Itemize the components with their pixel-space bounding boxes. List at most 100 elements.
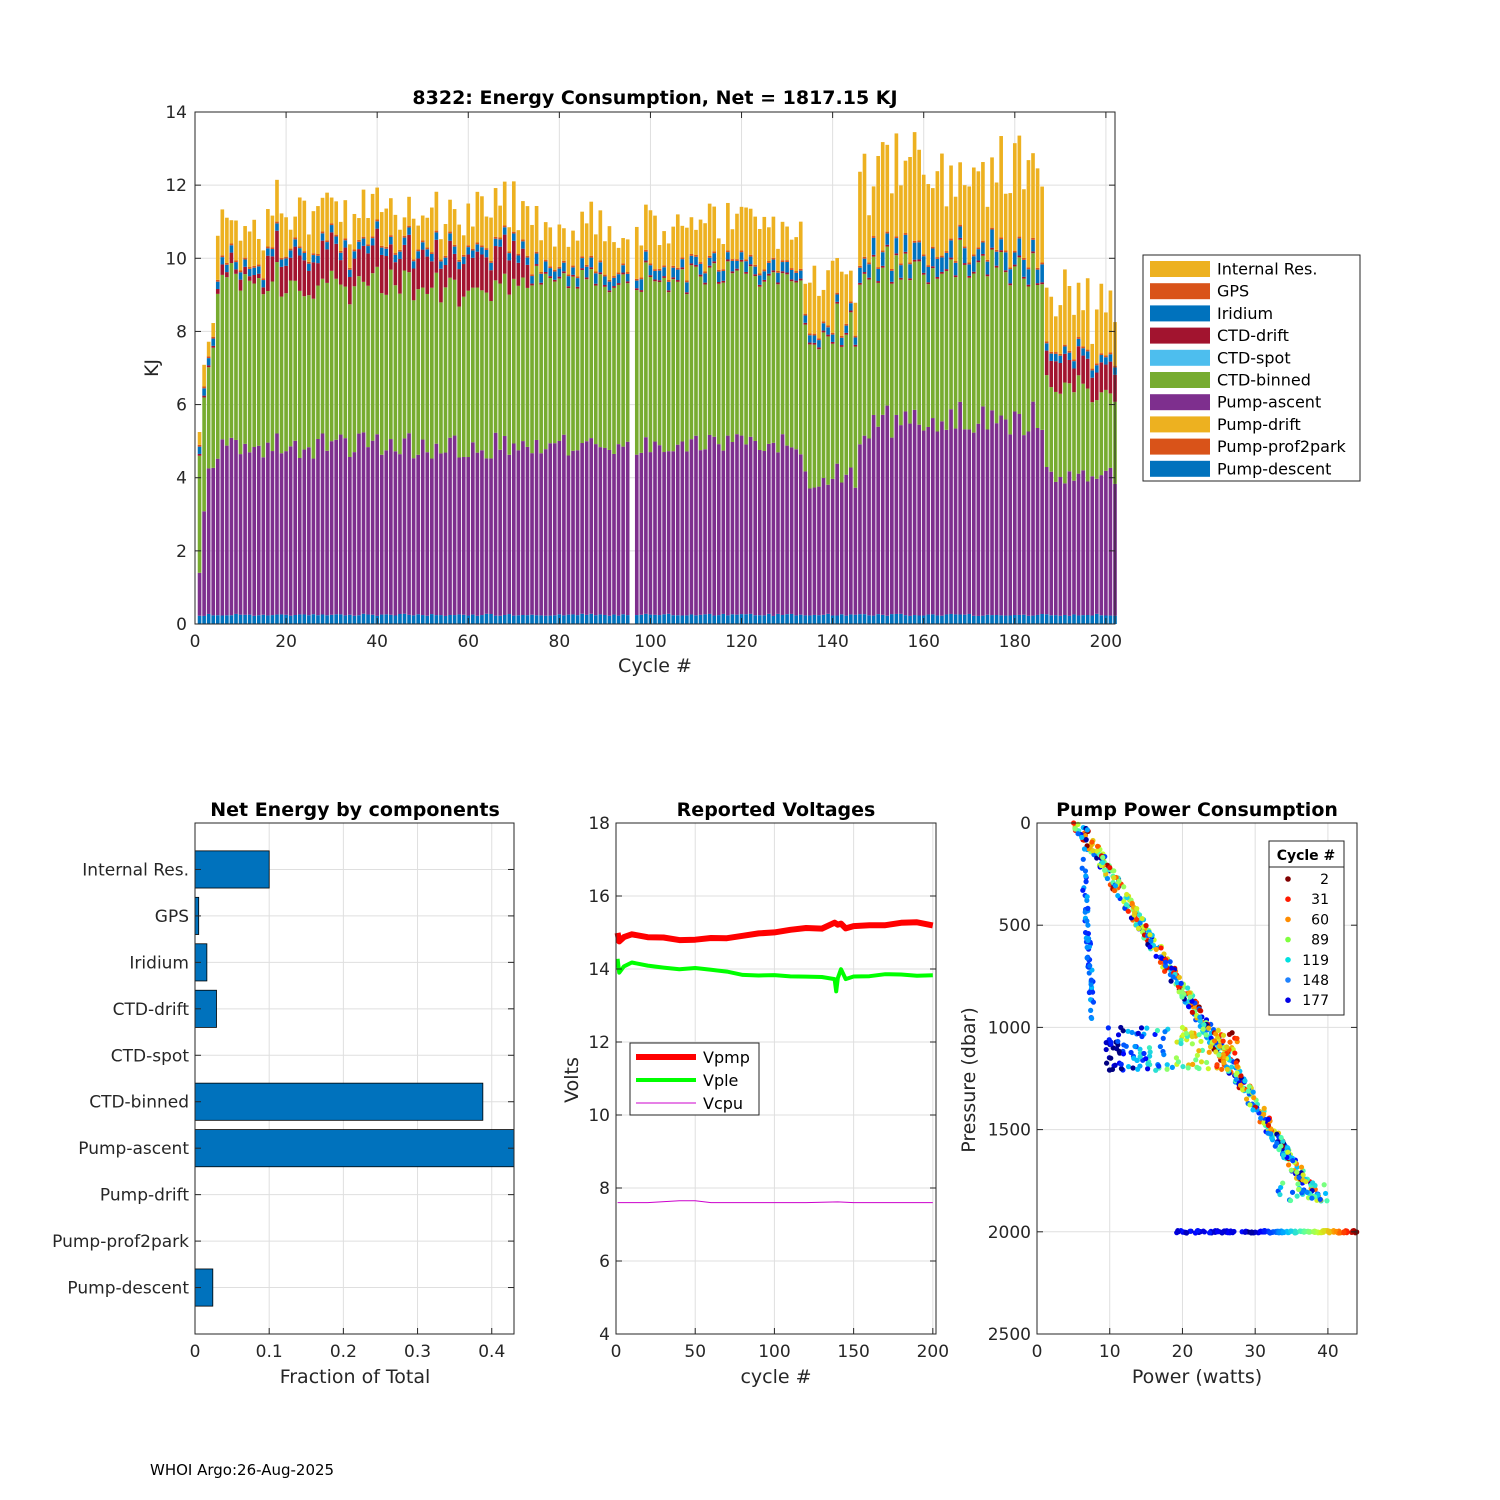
energy-bar-segment — [685, 227, 689, 281]
energy-bar-segment — [1063, 382, 1067, 484]
components-title: Net Energy by components — [210, 799, 500, 821]
pump-point — [1277, 1191, 1283, 1198]
energy-bar-segment — [849, 310, 853, 313]
energy-bar-segment — [940, 255, 944, 258]
energy-bar-segment — [366, 246, 370, 254]
energy-bar-segment — [325, 242, 329, 250]
energy-bar-segment — [849, 614, 853, 624]
energy-bar-segment — [653, 270, 657, 280]
energy-bar-segment — [416, 225, 420, 250]
energy-bar-segment — [1040, 284, 1044, 430]
energy-bar-segment — [430, 458, 434, 615]
pump-point — [1124, 891, 1130, 898]
energy-bar-segment — [288, 280, 293, 447]
energy-bar-segment — [985, 261, 990, 275]
pump-point — [1169, 1064, 1175, 1070]
pump-legend-label: 2 — [1320, 872, 1329, 888]
components-bar — [194, 850, 270, 889]
energy-bar-segment — [921, 174, 926, 255]
energy-bar-segment — [293, 237, 298, 240]
pump-point — [1306, 1229, 1312, 1235]
energy-bar-segment — [215, 235, 220, 280]
energy-bar-segment — [511, 278, 516, 444]
energy-bar-segment — [275, 433, 279, 615]
voltages-line-vcpu — [617, 1200, 933, 1204]
energy-bar-segment — [1108, 467, 1113, 616]
energy-bar-segment — [876, 614, 880, 624]
energy-bar-segment — [589, 257, 594, 268]
energy-bar-segment — [511, 181, 516, 232]
energy-bar-segment — [552, 246, 557, 270]
energy-bar-segment — [580, 258, 584, 269]
energy-bar-segment — [434, 232, 439, 240]
energy-bar-segment — [416, 289, 420, 455]
energy-bar-segment — [944, 269, 949, 271]
energy-bar-segment — [471, 442, 475, 615]
energy-bar-segment — [644, 251, 648, 261]
voltages-lines — [614, 919, 934, 1204]
energy-bar-segment — [206, 358, 211, 366]
energy-bar-segment — [202, 511, 206, 616]
energy-bar-segment — [266, 209, 270, 247]
pump-point — [1145, 1066, 1151, 1072]
energy-bar-segment — [994, 249, 999, 252]
energy-bar-segment — [302, 614, 307, 624]
energy-bar-segment — [757, 275, 762, 285]
pump-point — [1280, 1138, 1286, 1145]
pump-point — [1131, 1055, 1137, 1061]
energy-bar-segment — [894, 133, 899, 237]
energy-bar-segment — [471, 257, 475, 288]
energy-bar-segment — [402, 237, 407, 245]
energy-bar-segment — [817, 347, 821, 350]
energy-bar-segment — [357, 218, 361, 240]
energy-bar-segment — [361, 189, 366, 237]
energy-bar-segment — [211, 323, 216, 337]
energy-bar-segment — [985, 206, 990, 260]
energy-bar-segment — [967, 429, 972, 614]
pump-point — [1178, 980, 1184, 987]
energy-bar-segment — [853, 487, 858, 615]
energy-bar-segment — [648, 265, 653, 276]
energy-bar-segment — [1099, 283, 1104, 354]
energy-bar-segment — [420, 242, 425, 250]
energy-bar-segment — [379, 254, 384, 294]
energy-bar-segment — [798, 454, 803, 615]
energy-bar-segment — [621, 614, 625, 624]
energy-bar-segment — [480, 247, 484, 255]
energy-bar-segment — [234, 262, 238, 270]
energy-bar-segment — [416, 249, 420, 252]
energy-bar-segment — [252, 219, 257, 266]
pump-point — [1123, 902, 1130, 908]
energy-bar-segment — [726, 259, 730, 262]
voltages-xtick-label: 100 — [758, 1342, 790, 1362]
energy-bar-segment — [543, 615, 548, 624]
energy-bar-segment — [994, 251, 999, 266]
energy-bar-segment — [266, 255, 270, 291]
pump-point — [1154, 1027, 1161, 1034]
energy-bar-segment — [1090, 615, 1095, 624]
energy-bar-segment — [675, 615, 680, 624]
pump-point — [1300, 1172, 1306, 1178]
energy-bar-segment — [990, 615, 994, 624]
pump-point — [1139, 915, 1145, 922]
energy-ytick-label: 4 — [176, 469, 187, 489]
energy-bar-segment — [634, 280, 639, 289]
energy-bar-segment — [789, 281, 794, 448]
energy-bar-segment — [507, 251, 512, 254]
energy-bar-segment — [320, 614, 325, 624]
energy-bar-segment — [940, 273, 944, 422]
pump-legend-marker — [1285, 977, 1291, 983]
pump-point — [1251, 1095, 1257, 1101]
energy-bar-segment — [1085, 351, 1090, 359]
energy-bar-segment — [389, 236, 393, 245]
energy-bar-segment — [830, 260, 835, 333]
energy-bar-segment — [1040, 429, 1044, 615]
energy-bar-segment — [871, 236, 876, 238]
energy-bar-segment — [1085, 349, 1090, 352]
energy-bar-segment — [580, 269, 584, 444]
energy-bar-segment — [316, 253, 320, 256]
energy-bar-segment — [994, 614, 999, 624]
energy-bar-segment — [1104, 355, 1108, 358]
energy-bar-segment — [215, 293, 220, 459]
energy-bar-segment — [398, 454, 402, 614]
